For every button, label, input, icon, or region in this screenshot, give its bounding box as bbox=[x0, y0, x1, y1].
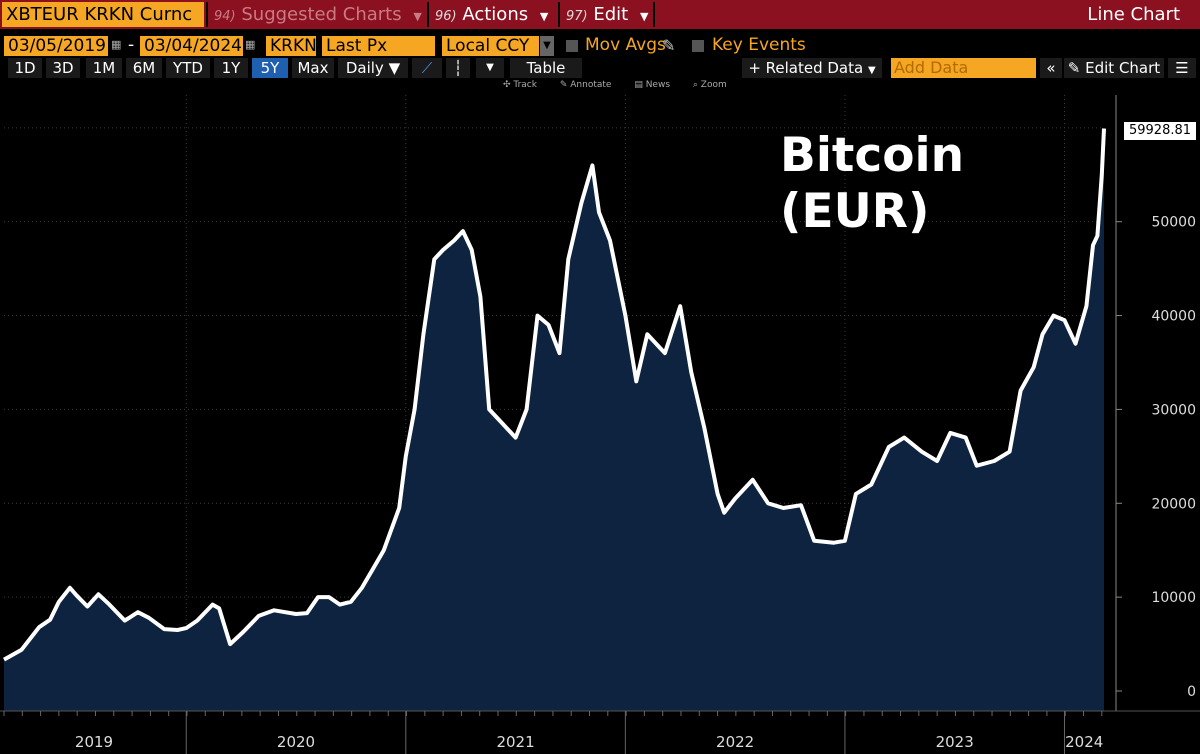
frequency-dropdown[interactable]: Daily ▼ bbox=[338, 58, 408, 78]
price-area bbox=[4, 128, 1104, 711]
divider bbox=[206, 2, 208, 27]
divider bbox=[558, 2, 560, 27]
caret-down-icon: ▼ bbox=[539, 10, 549, 23]
start-date-field[interactable]: 03/05/2019 bbox=[4, 36, 108, 56]
x-tick-label: 2019 bbox=[75, 733, 113, 751]
price-chart[interactable]: 0 10000 20000 30000 40000 50000 2019 2020 2021 20… bbox=[0, 95, 1200, 754]
source-field[interactable]: KRKN bbox=[266, 36, 316, 56]
annotate-tool[interactable]: ✎ Annotate bbox=[559, 80, 612, 90]
chart-title-line: Bitcoin bbox=[780, 128, 965, 183]
divider bbox=[427, 2, 429, 27]
chart-title: Bitcoin (EUR) bbox=[780, 128, 964, 240]
track-tool[interactable]: ✣ Track bbox=[503, 80, 537, 90]
caret-down-icon: ▼ bbox=[388, 59, 401, 77]
x-tick-label: 2024 bbox=[1065, 733, 1103, 751]
currency-field[interactable]: Local CCY bbox=[442, 36, 539, 56]
period-1m[interactable]: 1M bbox=[86, 58, 122, 78]
key-events-label: Key Events bbox=[712, 35, 806, 55]
settings-bar: 03/05/2019 ▦ - 03/04/2024 ▦ KRKN Last Px… bbox=[0, 33, 1200, 57]
calendar-icon[interactable]: ▦ bbox=[111, 38, 122, 51]
x-tick-label: 2020 bbox=[277, 733, 315, 751]
date-separator: - bbox=[128, 35, 135, 55]
menu-icon[interactable]: ☰ bbox=[1168, 58, 1196, 78]
chart-title-line: (EUR) bbox=[780, 184, 930, 239]
period-1d[interactable]: 1D bbox=[8, 58, 42, 78]
x-tick-label: 2022 bbox=[716, 733, 754, 751]
suggested-charts-button[interactable]: 94) Suggested Charts ▼ bbox=[210, 2, 424, 27]
y-tick-label: 30000 bbox=[1151, 402, 1196, 418]
table-button[interactable]: Table bbox=[510, 58, 582, 78]
caret-down-icon: ▼ bbox=[413, 10, 422, 23]
y-tick-label: 20000 bbox=[1151, 496, 1196, 512]
period-bar: 1D 3D 1M 6M YTD 1Y 5Y Max Daily ▼ ⟋ ┆ ▼ … bbox=[0, 57, 1200, 78]
x-tick-label: 2021 bbox=[496, 733, 534, 751]
chart-type-label: Line Chart bbox=[1087, 4, 1180, 25]
related-data-button[interactable]: + Related Data ▼ bbox=[742, 58, 882, 78]
related-data-label: + Related Data bbox=[748, 59, 864, 77]
period-1y[interactable]: 1Y bbox=[214, 58, 248, 78]
period-5y[interactable]: 5Y bbox=[252, 58, 288, 78]
track-label: Track bbox=[513, 80, 537, 90]
period-max[interactable]: Max bbox=[292, 58, 334, 78]
menu-label: Actions bbox=[462, 4, 529, 25]
pencil-icon[interactable]: ✎ bbox=[662, 36, 676, 55]
period-3d[interactable]: 3D bbox=[46, 58, 80, 78]
divider bbox=[653, 2, 655, 27]
calendar-icon[interactable]: ▦ bbox=[245, 38, 256, 51]
bar-style-icon[interactable]: ┆ bbox=[446, 58, 470, 78]
line-chart-icon[interactable]: ⟋ bbox=[412, 58, 442, 78]
x-tick-label: 2023 bbox=[936, 733, 974, 751]
price-field[interactable]: Last Px bbox=[322, 36, 435, 56]
function-bar: XBTEUR KRKN Curnc 94) Suggested Charts ▼… bbox=[0, 0, 1200, 29]
news-tool[interactable]: ▤ News bbox=[634, 80, 671, 90]
y-tick-label: 10000 bbox=[1151, 590, 1196, 606]
menu-number: 94) bbox=[214, 9, 236, 24]
edit-chart-button[interactable]: ✎ Edit Chart bbox=[1064, 58, 1164, 78]
mov-avgs-label: Mov Avgs bbox=[585, 35, 666, 55]
menu-number: 96) bbox=[435, 9, 457, 24]
news-label: News bbox=[645, 80, 671, 90]
period-ytd[interactable]: YTD bbox=[166, 58, 210, 78]
last-price-badge: 59928.81 bbox=[1124, 122, 1196, 140]
zoom-tool[interactable]: ⌕ Zoom bbox=[692, 80, 727, 90]
ticker-field[interactable]: XBTEUR KRKN Curnc bbox=[2, 2, 204, 27]
zoom-label: Zoom bbox=[700, 80, 727, 90]
chevron-down-icon[interactable]: ▼ bbox=[476, 58, 504, 78]
mov-avgs-checkbox[interactable] bbox=[566, 40, 578, 52]
add-data-input[interactable]: Add Data bbox=[891, 58, 1036, 78]
y-tick-label: 0 bbox=[1187, 684, 1196, 700]
collapse-icon[interactable]: « bbox=[1040, 58, 1062, 78]
edit-chart-label: Edit Chart bbox=[1085, 59, 1161, 77]
actions-button[interactable]: 96) Actions ▼ bbox=[431, 2, 555, 27]
period-6m[interactable]: 6M bbox=[126, 58, 162, 78]
y-tick-label: 50000 bbox=[1151, 215, 1196, 231]
menu-label: Suggested Charts bbox=[241, 4, 402, 25]
annotate-label: Annotate bbox=[570, 80, 612, 90]
edit-button[interactable]: 97) Edit ▼ bbox=[562, 2, 652, 27]
frequency-label: Daily bbox=[345, 59, 384, 77]
menu-number: 97) bbox=[566, 9, 588, 24]
y-tick-label: 40000 bbox=[1151, 309, 1196, 325]
caret-down-icon[interactable]: ▼ bbox=[540, 36, 554, 56]
menu-label: Edit bbox=[593, 4, 629, 25]
chart-tools: ✣ Track ✎ Annotate ▤ News ⌕ Zoom bbox=[503, 80, 747, 92]
price-line bbox=[3, 128, 1106, 662]
key-events-checkbox[interactable] bbox=[692, 40, 704, 52]
caret-down-icon: ▼ bbox=[639, 10, 649, 23]
caret-down-icon: ▼ bbox=[867, 65, 876, 76]
end-date-field[interactable]: 03/04/2024 bbox=[140, 36, 243, 56]
pencil-icon: ✎ bbox=[1067, 59, 1086, 77]
